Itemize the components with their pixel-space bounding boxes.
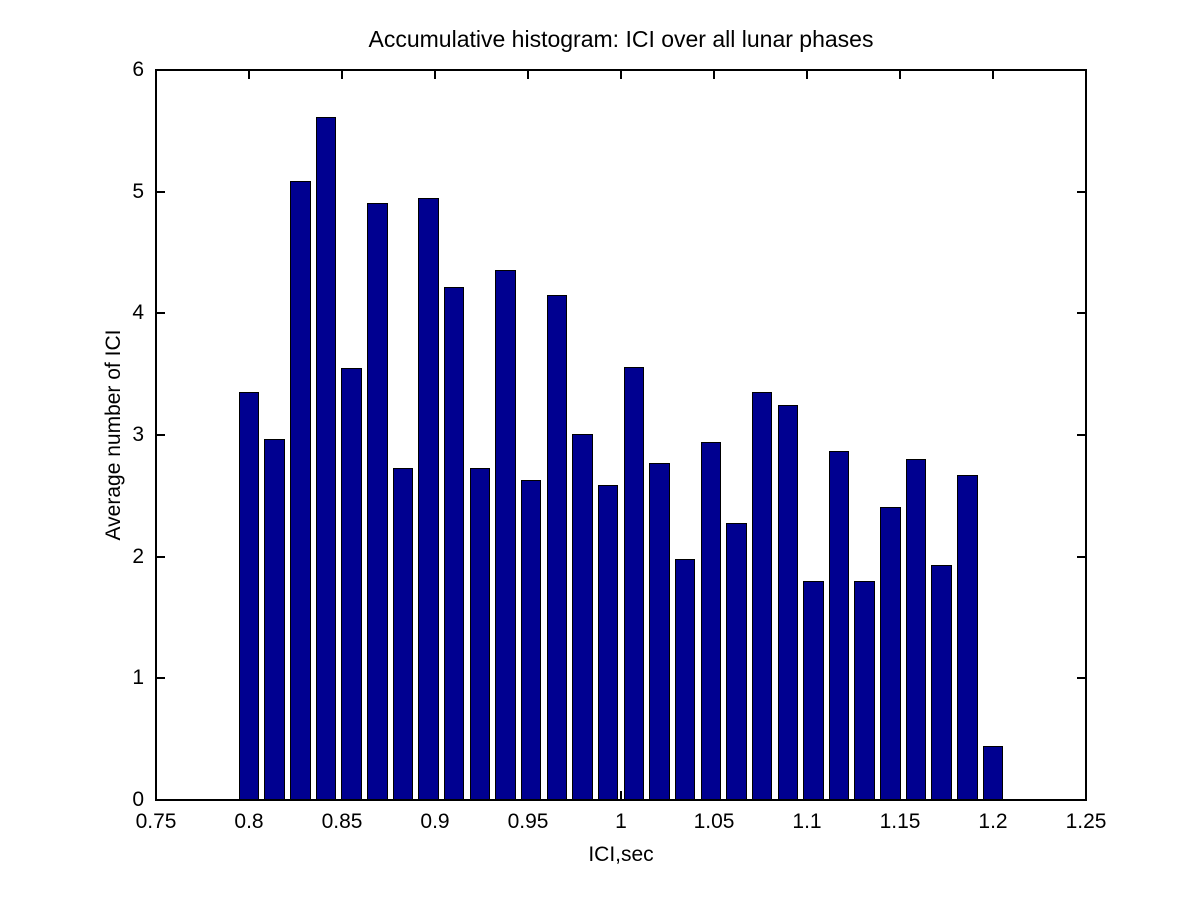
y-tick-mark — [156, 677, 165, 680]
histogram-bar — [957, 475, 978, 800]
x-tick-mark-top — [1085, 70, 1087, 79]
y-tick-mark — [156, 799, 165, 801]
histogram-bar — [803, 581, 824, 800]
x-tick-mark-top — [713, 70, 715, 79]
y-tick-mark — [156, 434, 165, 436]
histogram-bar — [238, 392, 260, 800]
y-tick-mark-right — [1077, 555, 1086, 558]
x-tick-label: 0.9 — [420, 810, 450, 833]
y-tick-mark-right — [1077, 190, 1086, 193]
x-tick-mark-top — [992, 70, 994, 79]
x-tick-mark-top — [155, 70, 157, 79]
x-tick-label: 1.25 — [1065, 810, 1107, 833]
y-tick-mark-right — [1077, 69, 1086, 71]
y-tick-label: 1 — [132, 666, 144, 690]
histogram-bar — [726, 522, 747, 800]
x-tick-mark-top — [341, 70, 343, 79]
histogram-bar — [905, 459, 927, 800]
y-tick-mark — [156, 312, 165, 315]
y-tick-mark — [156, 69, 165, 71]
x-tick-label: 0.8 — [234, 810, 264, 833]
histogram-bar — [367, 202, 388, 800]
x-tick-mark-top — [899, 70, 901, 79]
histogram-bar — [469, 467, 491, 800]
y-tick-mark-right — [1077, 677, 1086, 680]
y-tick-label: 5 — [132, 179, 144, 203]
y-tick-mark-right — [1077, 799, 1086, 801]
histogram-bar — [751, 392, 773, 800]
y-tick-label: 4 — [132, 301, 144, 325]
x-tick-mark-top — [434, 70, 436, 79]
x-tick-label: 0.85 — [321, 810, 363, 833]
histogram-bar — [828, 450, 850, 800]
histogram-bar — [931, 565, 952, 800]
histogram-bar — [700, 442, 722, 800]
histogram-bar — [546, 295, 568, 800]
histogram-bar — [315, 117, 337, 800]
y-tick-label: 6 — [132, 58, 144, 81]
histogram-bar — [443, 286, 465, 800]
y-tick-label: 0 — [132, 788, 144, 811]
y-tick-label: 2 — [132, 544, 144, 568]
x-tick-mark-top — [806, 70, 808, 79]
histogram-bar — [854, 581, 875, 800]
histogram-bar — [623, 366, 645, 800]
histogram-bar — [597, 484, 619, 800]
histogram-bar — [880, 506, 901, 800]
histogram-bar — [290, 180, 311, 800]
y-tick-mark — [156, 190, 165, 193]
x-tick-label: 1.2 — [978, 810, 1008, 833]
x-tick-label: 0.75 — [135, 810, 177, 833]
histogram-bar — [418, 197, 439, 800]
x-tick-label: 0.95 — [507, 810, 549, 833]
x-tick-label: 1.05 — [693, 810, 735, 833]
y-tick-mark-right — [1077, 434, 1086, 436]
histogram-bar — [520, 480, 542, 800]
histogram-bar — [264, 438, 285, 800]
y-tick-mark — [156, 555, 165, 558]
x-tick-mark-top — [527, 70, 529, 79]
x-tick-label: 1 — [615, 810, 627, 833]
histogram-bar — [495, 269, 516, 800]
x-tick-mark — [620, 791, 622, 800]
x-axis-label: ICI,sec — [588, 843, 654, 866]
histogram-bar — [777, 404, 799, 800]
chart-title: Accumulative histogram: ICI over all lun… — [368, 26, 874, 52]
y-tick-label: 3 — [132, 423, 144, 446]
histogram-bar — [982, 746, 1004, 800]
x-tick-mark-top — [620, 70, 622, 79]
histogram-bar — [341, 368, 362, 800]
y-tick-mark-right — [1077, 312, 1086, 315]
histogram-bar — [572, 433, 593, 800]
histogram-bar — [674, 559, 696, 800]
x-tick-label: 1.15 — [879, 810, 921, 833]
histogram-bar — [392, 467, 414, 800]
x-tick-mark-top — [248, 70, 250, 79]
x-tick-label: 1.1 — [792, 810, 822, 833]
histogram-bar — [649, 462, 670, 800]
